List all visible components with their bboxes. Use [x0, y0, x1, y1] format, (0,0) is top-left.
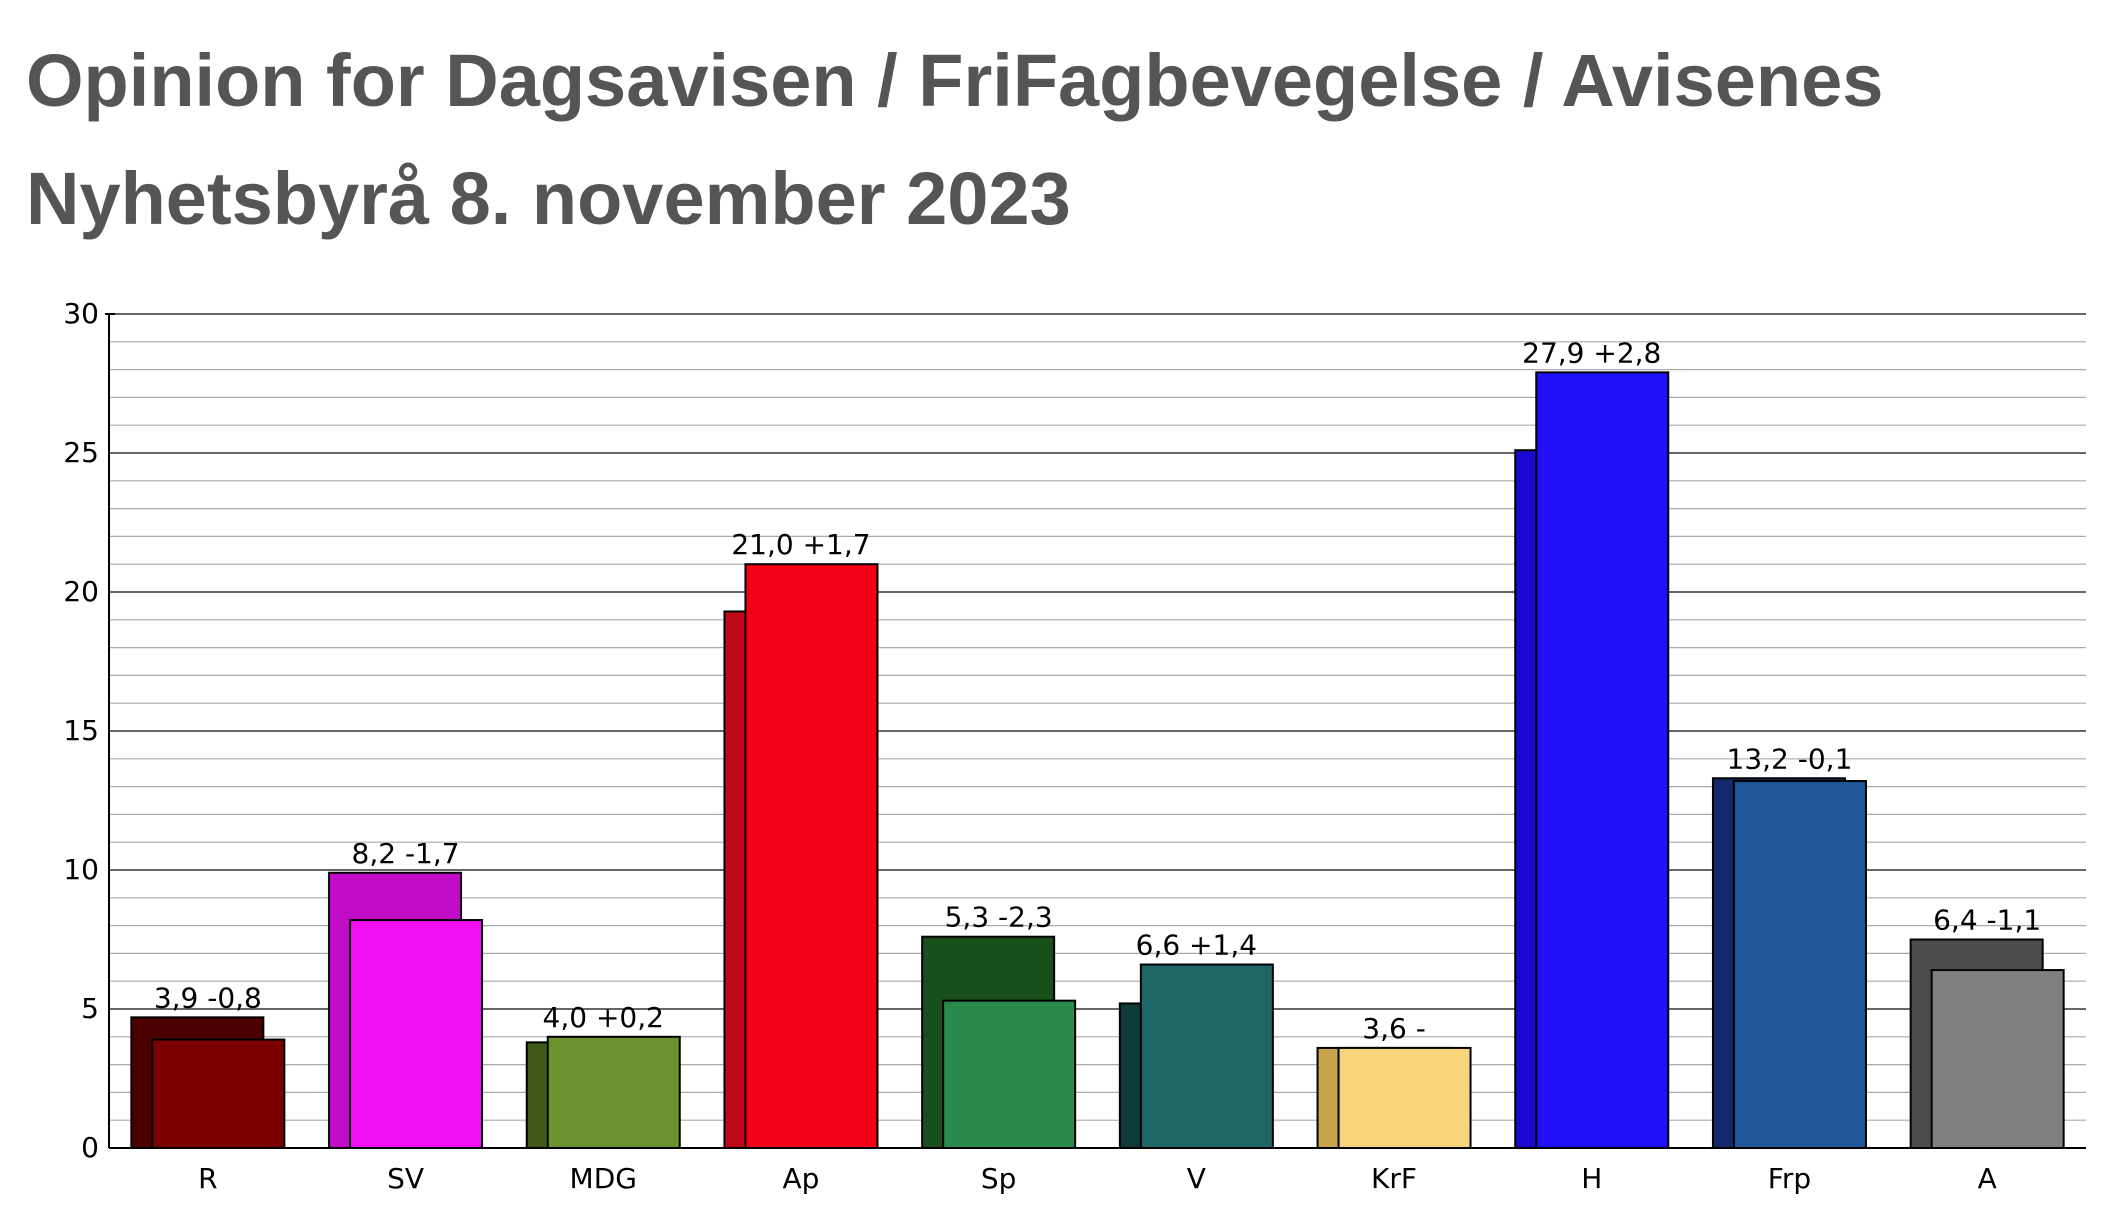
x-tick-label: MDG — [570, 1162, 637, 1195]
data-label: 21,0 +1,7 — [731, 528, 870, 561]
x-tick-label: SV — [387, 1162, 424, 1195]
data-label: 13,2 -0,1 — [1727, 742, 1853, 775]
y-tick-label: 5 — [81, 992, 99, 1025]
y-tick-label: 0 — [81, 1131, 99, 1164]
data-label: 6,6 +1,4 — [1136, 929, 1257, 962]
bar-current — [1930, 969, 2065, 1150]
y-tick-label: 25 — [63, 436, 99, 469]
bar-current — [151, 1038, 286, 1149]
y-tick-label: 15 — [63, 714, 99, 747]
bar-current — [1732, 780, 1867, 1149]
y-tick-label: 30 — [63, 297, 99, 330]
data-label: 27,9 +2,8 — [1522, 336, 1661, 369]
bar-current — [1139, 963, 1274, 1150]
page-title: Opinion for Dagsavisen / FriFagbevegelse… — [26, 39, 1884, 240]
x-tick-label: Frp — [1768, 1162, 1811, 1195]
x-tick-label: H — [1581, 1162, 1602, 1195]
x-tick-label: KrF — [1371, 1162, 1417, 1195]
y-tick-label: 20 — [63, 575, 99, 608]
data-label: 4,0 +0,2 — [543, 1001, 664, 1034]
x-tick-label: Sp — [981, 1162, 1017, 1195]
y-tick-label: 10 — [63, 853, 99, 886]
data-label: 5,3 -2,3 — [945, 901, 1053, 934]
x-tick-label: V — [1187, 1162, 1206, 1195]
x-tick-label: A — [1978, 1162, 1997, 1195]
bar-current — [1535, 371, 1670, 1149]
x-tick-label: R — [198, 1162, 217, 1195]
bar-current — [1337, 1046, 1472, 1150]
data-label: 8,2 -1,7 — [352, 837, 460, 870]
x-tick-label: Ap — [782, 1162, 819, 1195]
data-label: 6,4 -1,1 — [1933, 904, 2041, 937]
bar-current — [546, 1035, 681, 1150]
bar-current — [744, 563, 879, 1149]
data-label: 3,6 - — [1362, 1012, 1426, 1045]
bar-current — [349, 919, 484, 1149]
bar-current — [942, 999, 1077, 1149]
data-label: 3,9 -0,8 — [154, 981, 262, 1014]
